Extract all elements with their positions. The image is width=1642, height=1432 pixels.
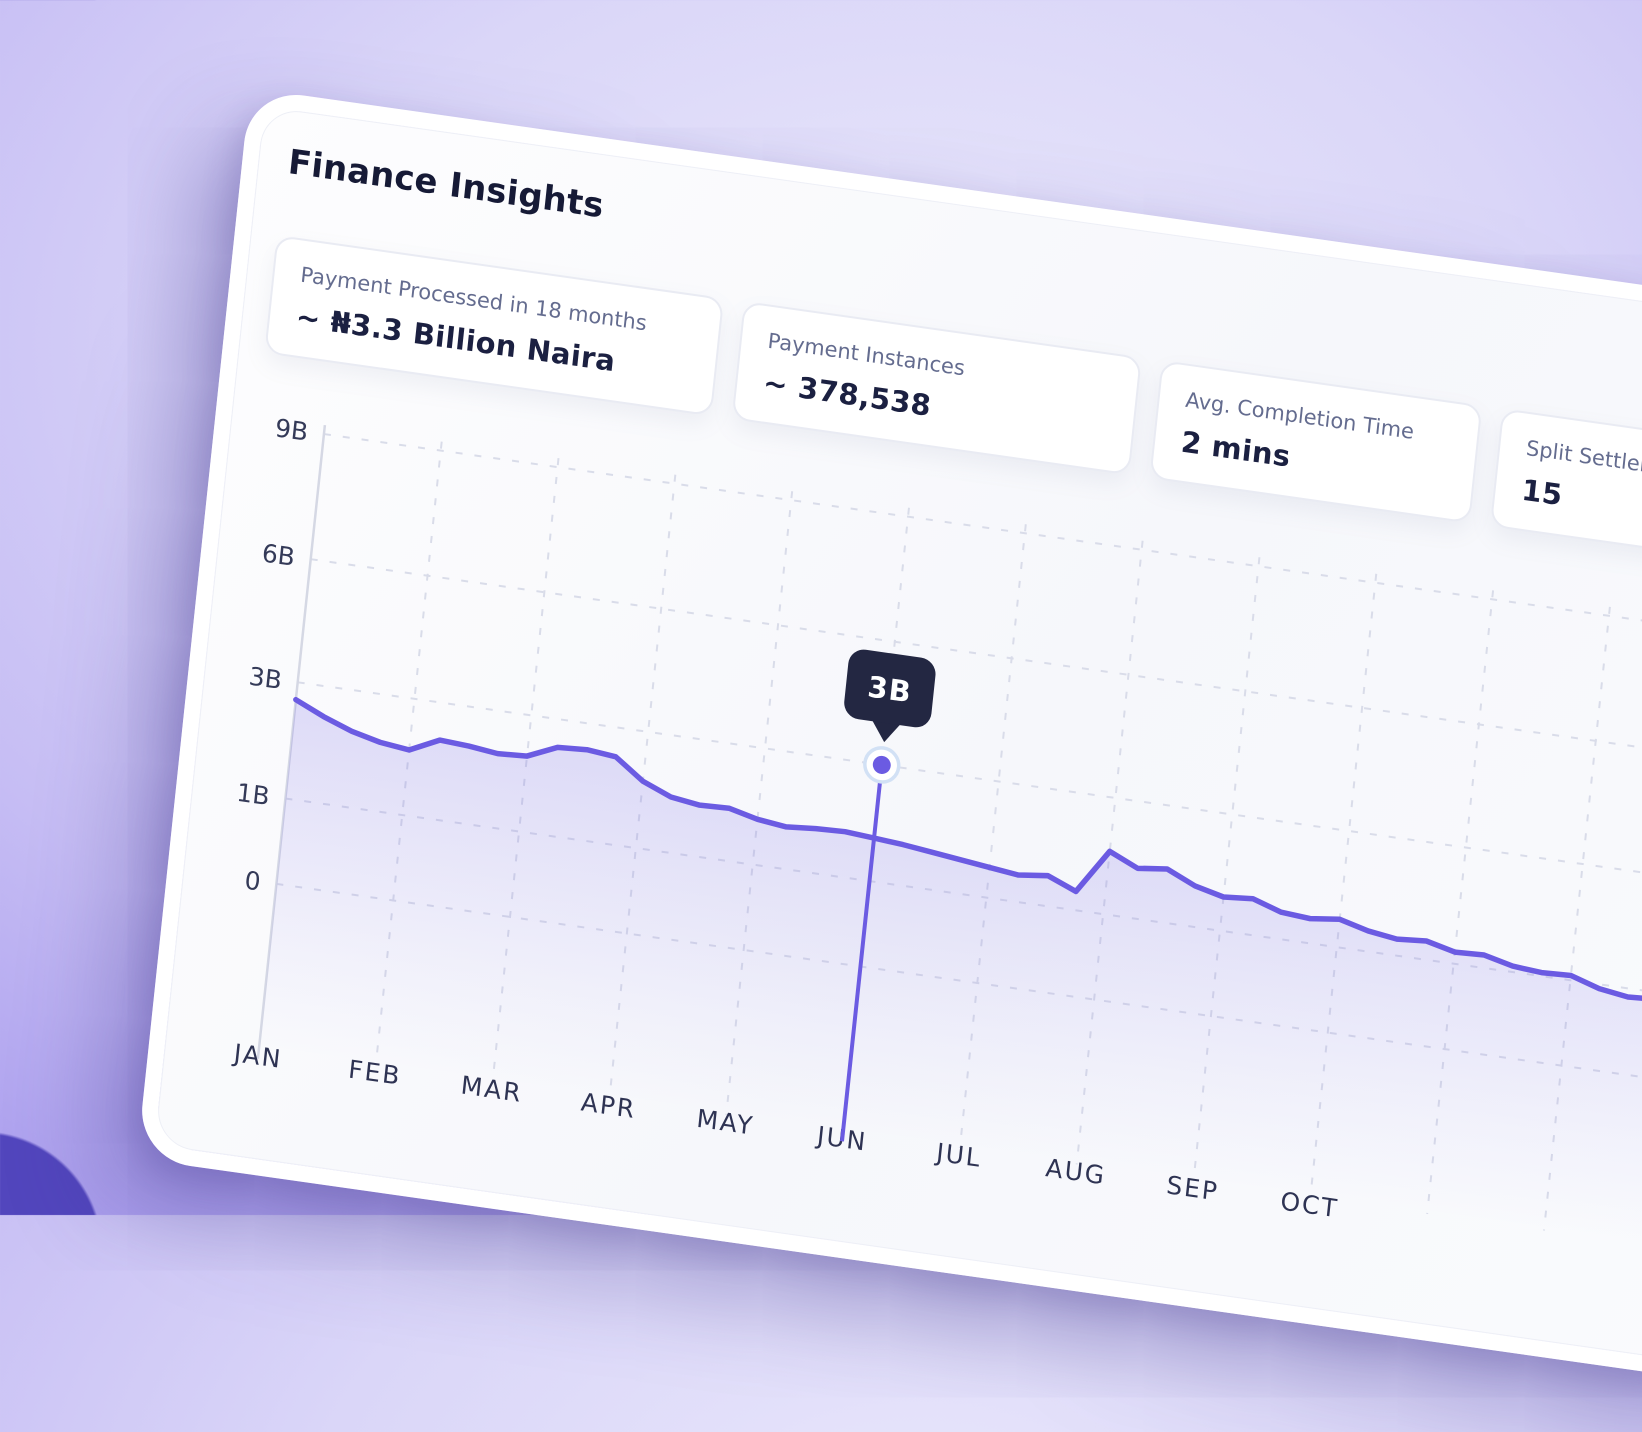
svg-text:JAN: JAN — [231, 1038, 284, 1074]
svg-text:9B: 9B — [274, 413, 310, 446]
svg-text:0: 0 — [243, 866, 262, 897]
stat-card-payment-processed: Payment Processed in 18 months ~ ₦3.3 Bi… — [264, 234, 725, 417]
chart-tooltip: 3B — [844, 649, 936, 743]
chart-area: 9B 6B 3B 1B 0 JAN FEB MAR APR MAY JUN JUL AUG SEP OCT … — [158, 392, 1642, 1356]
page-title: Finance Insights — [286, 142, 606, 227]
stat-value: 15 — [1520, 472, 1565, 513]
stat-card-split-settlers: Split Settlers 15 — [1489, 408, 1642, 587]
svg-text:1B: 1B — [235, 778, 271, 811]
tooltip-value: 3B — [866, 669, 913, 709]
svg-text:JUL: JUL — [933, 1137, 983, 1172]
finance-insights-card: Finance Insights Payment Processed in 18… — [136, 88, 1642, 1432]
line-series — [293, 696, 1642, 1076]
area-series — [258, 699, 1642, 1276]
svg-text:6B: 6B — [261, 538, 297, 571]
svg-text:3B: 3B — [248, 662, 284, 695]
stat-card-payment-instances: Payment Instances ~ 378,538 — [731, 300, 1142, 476]
chart-marker[interactable] — [863, 746, 901, 785]
x-tick-labels: JAN FEB MAR APR MAY JUN JUL AUG SEP OCT — [231, 1038, 1340, 1223]
svg-text:FEB: FEB — [347, 1055, 403, 1091]
svg-text:SEP: SEP — [1165, 1170, 1220, 1206]
stat-card-avg-completion-time: Avg. Completion Time 2 mins — [1149, 360, 1483, 524]
chart-indicator-line — [840, 764, 884, 1142]
y-tick-labels: 9B 6B 3B 1B 0 — [235, 413, 310, 897]
